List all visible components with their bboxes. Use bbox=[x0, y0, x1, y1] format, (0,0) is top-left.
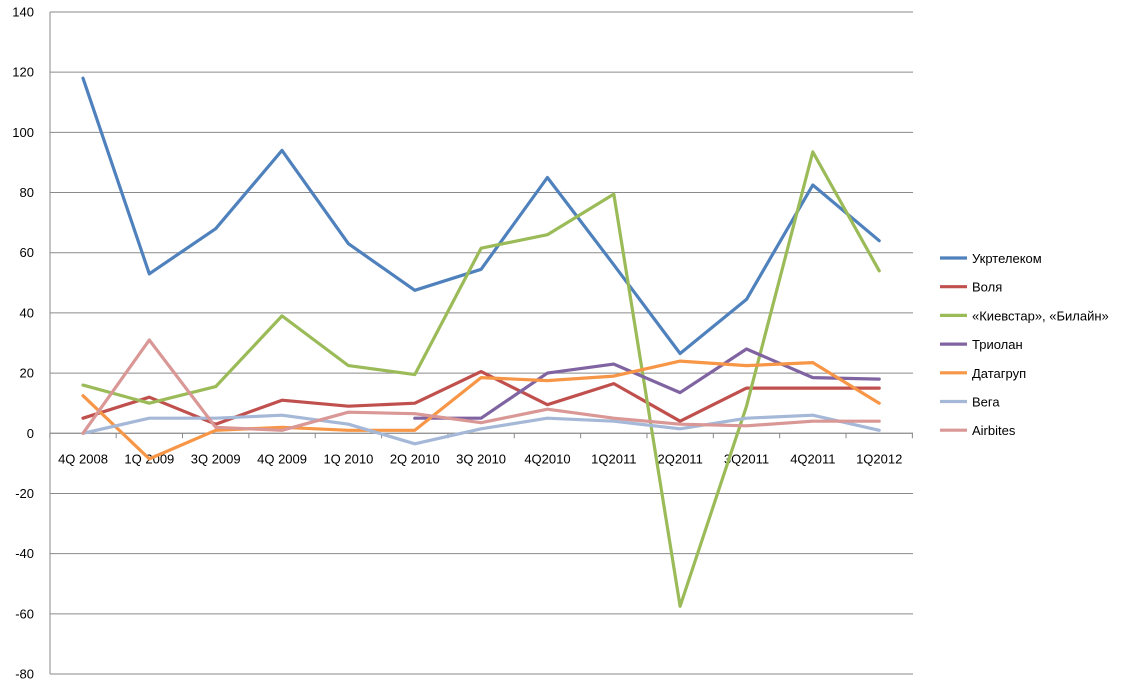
x-tick-label: 3Q 2009 bbox=[191, 451, 241, 466]
x-tick-label: 1Q2012 bbox=[856, 451, 902, 466]
gridlines bbox=[50, 11, 913, 675]
x-tick-label: 1Q2011 bbox=[591, 451, 636, 466]
series-line-3 bbox=[413, 347, 881, 420]
x-tick-label: 4Q2011 bbox=[790, 451, 835, 466]
x-tick-label: 4Q 2009 bbox=[257, 451, 307, 466]
x-tick-label: 2Q2011 bbox=[658, 451, 703, 466]
series-line-4 bbox=[81, 359, 881, 461]
y-tick-label: -60 bbox=[15, 606, 34, 621]
legend-label-1: Воля bbox=[972, 280, 1002, 295]
y-tick-label: -80 bbox=[15, 667, 34, 682]
y-tick-label: 100 bbox=[12, 125, 34, 140]
series-line-0 bbox=[81, 76, 881, 356]
y-tick-label: 60 bbox=[20, 245, 34, 260]
y-tick-label: 20 bbox=[20, 366, 34, 381]
x-axis-category-labels: 4Q 2008 1Q 2009 3Q 2009 4Q 2009 1Q 2010 2Q 20… bbox=[58, 451, 902, 466]
y-tick-label: 40 bbox=[20, 305, 34, 320]
legend-label-2: «Киевстар», «Билайн» bbox=[972, 308, 1109, 323]
x-tick-label: 4Q 2008 bbox=[58, 451, 108, 466]
legend: Укртелеком Воля «Киевстар», «Билайн» Триола… bbox=[940, 251, 1109, 438]
legend-label-4: Датагруп bbox=[972, 366, 1026, 381]
x-tick-label: 3Q 2010 bbox=[456, 451, 506, 466]
legend-label-3: Триолан bbox=[972, 337, 1023, 352]
x-tick-label: 3Q2011 bbox=[724, 451, 769, 466]
x-tick-label: 4Q2010 bbox=[524, 451, 570, 466]
y-tick-label: 120 bbox=[12, 65, 34, 80]
series-lines bbox=[81, 76, 881, 608]
series-line-5 bbox=[81, 413, 881, 446]
y-tick-label: -20 bbox=[15, 486, 34, 501]
series-line-1 bbox=[81, 370, 881, 426]
y-axis-tick-labels: -80 -60 -40 -20 0 20 40 60 80 100 120 140 bbox=[12, 5, 34, 682]
legend-label-6: Airbites bbox=[972, 423, 1016, 438]
y-tick-label: 0 bbox=[27, 426, 34, 441]
series-line-6 bbox=[81, 338, 881, 435]
series-line-2 bbox=[81, 150, 881, 608]
y-tick-label: 140 bbox=[12, 5, 34, 20]
x-tick-label: 1Q 2010 bbox=[323, 451, 373, 466]
y-tick-label: -40 bbox=[15, 546, 34, 561]
x-tick-label: 2Q 2010 bbox=[390, 451, 440, 466]
y-tick-label: 80 bbox=[20, 185, 34, 200]
legend-label-5: Вега bbox=[972, 395, 1000, 410]
legend-label-0: Укртелеком bbox=[972, 251, 1042, 266]
axes bbox=[49, 12, 913, 674]
